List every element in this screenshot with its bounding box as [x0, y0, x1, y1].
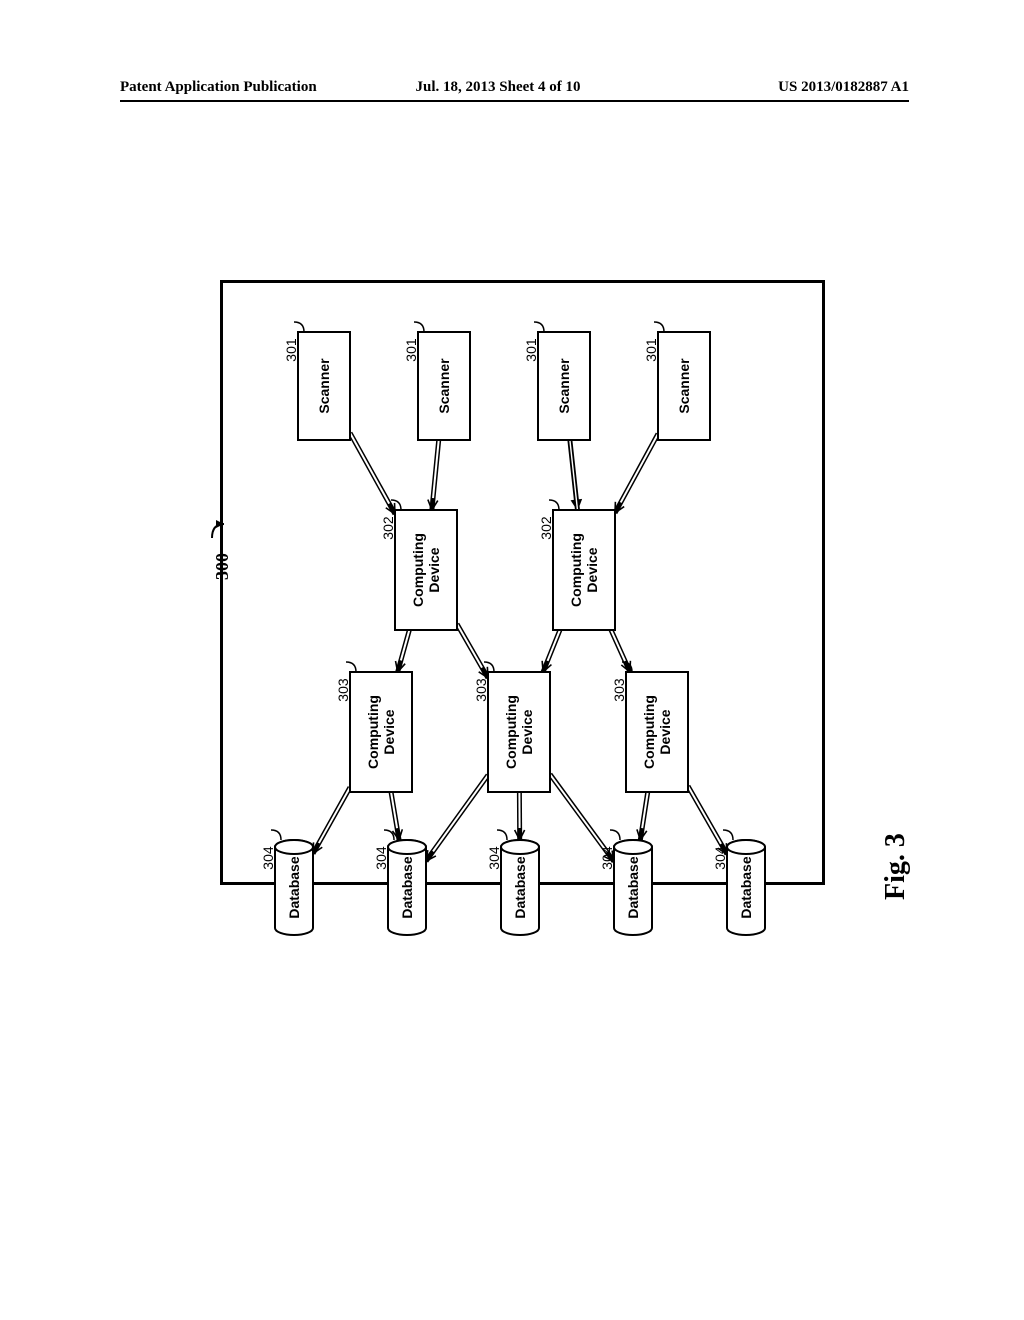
node-ref: 304 — [373, 846, 389, 870]
node-d2: Database 304 — [373, 830, 426, 935]
node-c1: ComputingDevice302 — [380, 500, 457, 630]
edge — [313, 787, 350, 853]
page-header: Patent Application Publication Jul. 18, … — [120, 78, 909, 102]
edge — [426, 775, 488, 861]
node-ref: 303 — [473, 678, 489, 702]
node-ref: 304 — [599, 846, 615, 870]
node-c2: ComputingDevice302 — [538, 500, 615, 630]
node-label: Scanner — [556, 358, 572, 414]
edge — [611, 630, 630, 672]
node-ref: 301 — [523, 338, 539, 362]
node-label: Scanner — [316, 358, 332, 414]
node-ref: 304 — [260, 846, 276, 870]
node-d1: Database 304 — [260, 830, 313, 935]
edge — [543, 630, 560, 672]
edge — [432, 440, 439, 510]
edge — [457, 624, 488, 678]
edge — [350, 433, 395, 514]
node-ref: 302 — [538, 516, 554, 540]
node-ref: 302 — [380, 516, 396, 540]
node-d3: Database 304 — [486, 830, 539, 935]
node-label: Scanner — [676, 358, 692, 414]
node-ref: 301 — [283, 338, 299, 362]
edge — [398, 630, 410, 672]
header-middle: Jul. 18, 2013 Sheet 4 of 10 — [416, 79, 581, 96]
node-label: Database — [512, 856, 528, 918]
node-d4: Database 304 — [599, 830, 652, 935]
node-s1: Scanner 301 — [283, 322, 350, 440]
header-left: Patent Application Publication — [120, 79, 317, 96]
node-s3: Scanner 301 — [523, 322, 590, 440]
edge — [640, 792, 647, 840]
node-ref: 303 — [335, 678, 351, 702]
node-ref: 304 — [712, 846, 728, 870]
node-c5: ComputingDevice303 — [611, 662, 688, 792]
node-label: Scanner — [436, 358, 452, 414]
node-label: Database — [738, 856, 754, 918]
node-ref: 301 — [643, 338, 659, 362]
node-ref: 304 — [486, 846, 502, 870]
node-s4: Scanner 301 — [643, 322, 710, 440]
edge — [688, 786, 727, 854]
page: Patent Application Publication Jul. 18, … — [0, 0, 1024, 1320]
edge — [615, 434, 658, 513]
node-c4: ComputingDevice303 — [473, 662, 550, 792]
node-label: Database — [625, 856, 641, 918]
node-label: Database — [286, 856, 302, 918]
node-s2: Scanner 301 — [403, 322, 470, 440]
figure-area: 300 Fig. 3 Scanner301Scanner301Scanner30… — [180, 280, 850, 1000]
node-ref: 301 — [403, 338, 419, 362]
diagram-svg: Scanner 301 Scanner 301 Scanner 301 Scanner 301… — [220, 280, 890, 1000]
header-right: US 2013/0182887 A1 — [778, 79, 909, 96]
node-ref: 303 — [611, 678, 627, 702]
node-c3: ComputingDevice303 — [335, 662, 412, 792]
node-label: Database — [399, 856, 415, 918]
